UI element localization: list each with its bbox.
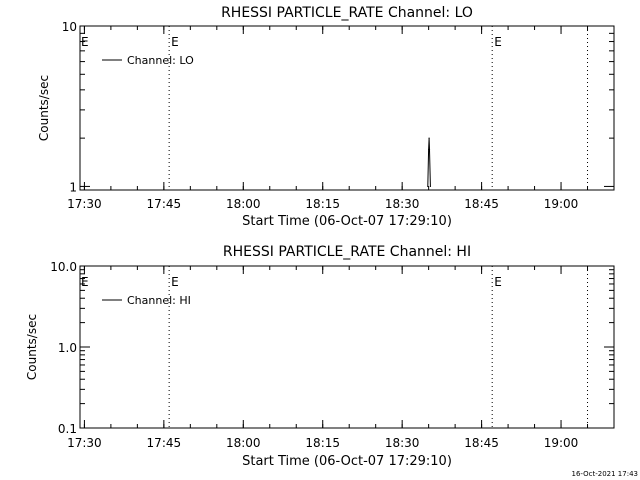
data-point xyxy=(427,185,429,188)
event-marker-label: E xyxy=(494,35,502,49)
y-tick-label: 10 xyxy=(62,20,77,34)
data-point xyxy=(428,137,430,139)
series-line xyxy=(427,138,431,187)
edge-marker-label: E xyxy=(81,35,89,49)
x-axis-label: Start Time (06-Oct-07 17:29:10) xyxy=(242,214,452,229)
x-tick-label: 18:30 xyxy=(385,197,420,211)
y-tick-label: 1.0 xyxy=(58,341,77,355)
legend-label: Channel: HI xyxy=(127,294,191,307)
plot-frame xyxy=(79,265,615,429)
chart-title: RHESSI PARTICLE_RATE Channel: LO xyxy=(221,5,473,21)
x-tick-label: 17:45 xyxy=(147,197,182,211)
x-tick-label: 19:00 xyxy=(544,436,579,450)
x-axis-label: Start Time (06-Oct-07 17:29:10) xyxy=(242,454,452,469)
x-tick-label: 18:15 xyxy=(305,197,340,211)
data-point xyxy=(429,185,432,188)
y-tick-label: 0.1 xyxy=(58,422,77,436)
x-tick-label: 18:45 xyxy=(464,436,499,450)
x-tick-label: 17:45 xyxy=(147,436,182,450)
x-tick-label: 17:30 xyxy=(67,436,102,450)
y-tick-label: 1 xyxy=(69,180,77,194)
legend-label: Channel: LO xyxy=(127,54,194,67)
x-tick-label: 19:00 xyxy=(544,197,579,211)
x-tick-label: 18:30 xyxy=(385,436,420,450)
x-tick-label: 18:00 xyxy=(226,197,261,211)
plot-frame xyxy=(79,25,615,191)
event-marker-label: E xyxy=(494,275,502,289)
chart-title: RHESSI PARTICLE_RATE Channel: HI xyxy=(223,244,471,260)
x-tick-label: 18:00 xyxy=(226,436,261,450)
y-tick-label: 10.0 xyxy=(50,260,77,274)
y-axis-label: Counts/sec xyxy=(37,75,51,141)
x-tick-label: 18:15 xyxy=(305,436,340,450)
event-marker-label: E xyxy=(171,35,179,49)
y-axis-label: Counts/sec xyxy=(25,314,39,380)
plot-timestamp: 16-Oct-2021 17:43 xyxy=(572,470,638,478)
data-point xyxy=(428,148,431,151)
event-marker-label: E xyxy=(171,275,179,289)
edge-marker-label: E xyxy=(81,275,89,289)
x-tick-label: 17:30 xyxy=(67,197,102,211)
data-point xyxy=(428,148,430,151)
hi-channel-panel: RHESSI PARTICLE_RATE Channel: HI 17:30 17:… xyxy=(25,244,615,469)
x-tick-label: 18:45 xyxy=(464,197,499,211)
lo-channel-panel: RHESSI PARTICLE_RATE Channel: LO 17:30 17:… xyxy=(37,5,615,229)
